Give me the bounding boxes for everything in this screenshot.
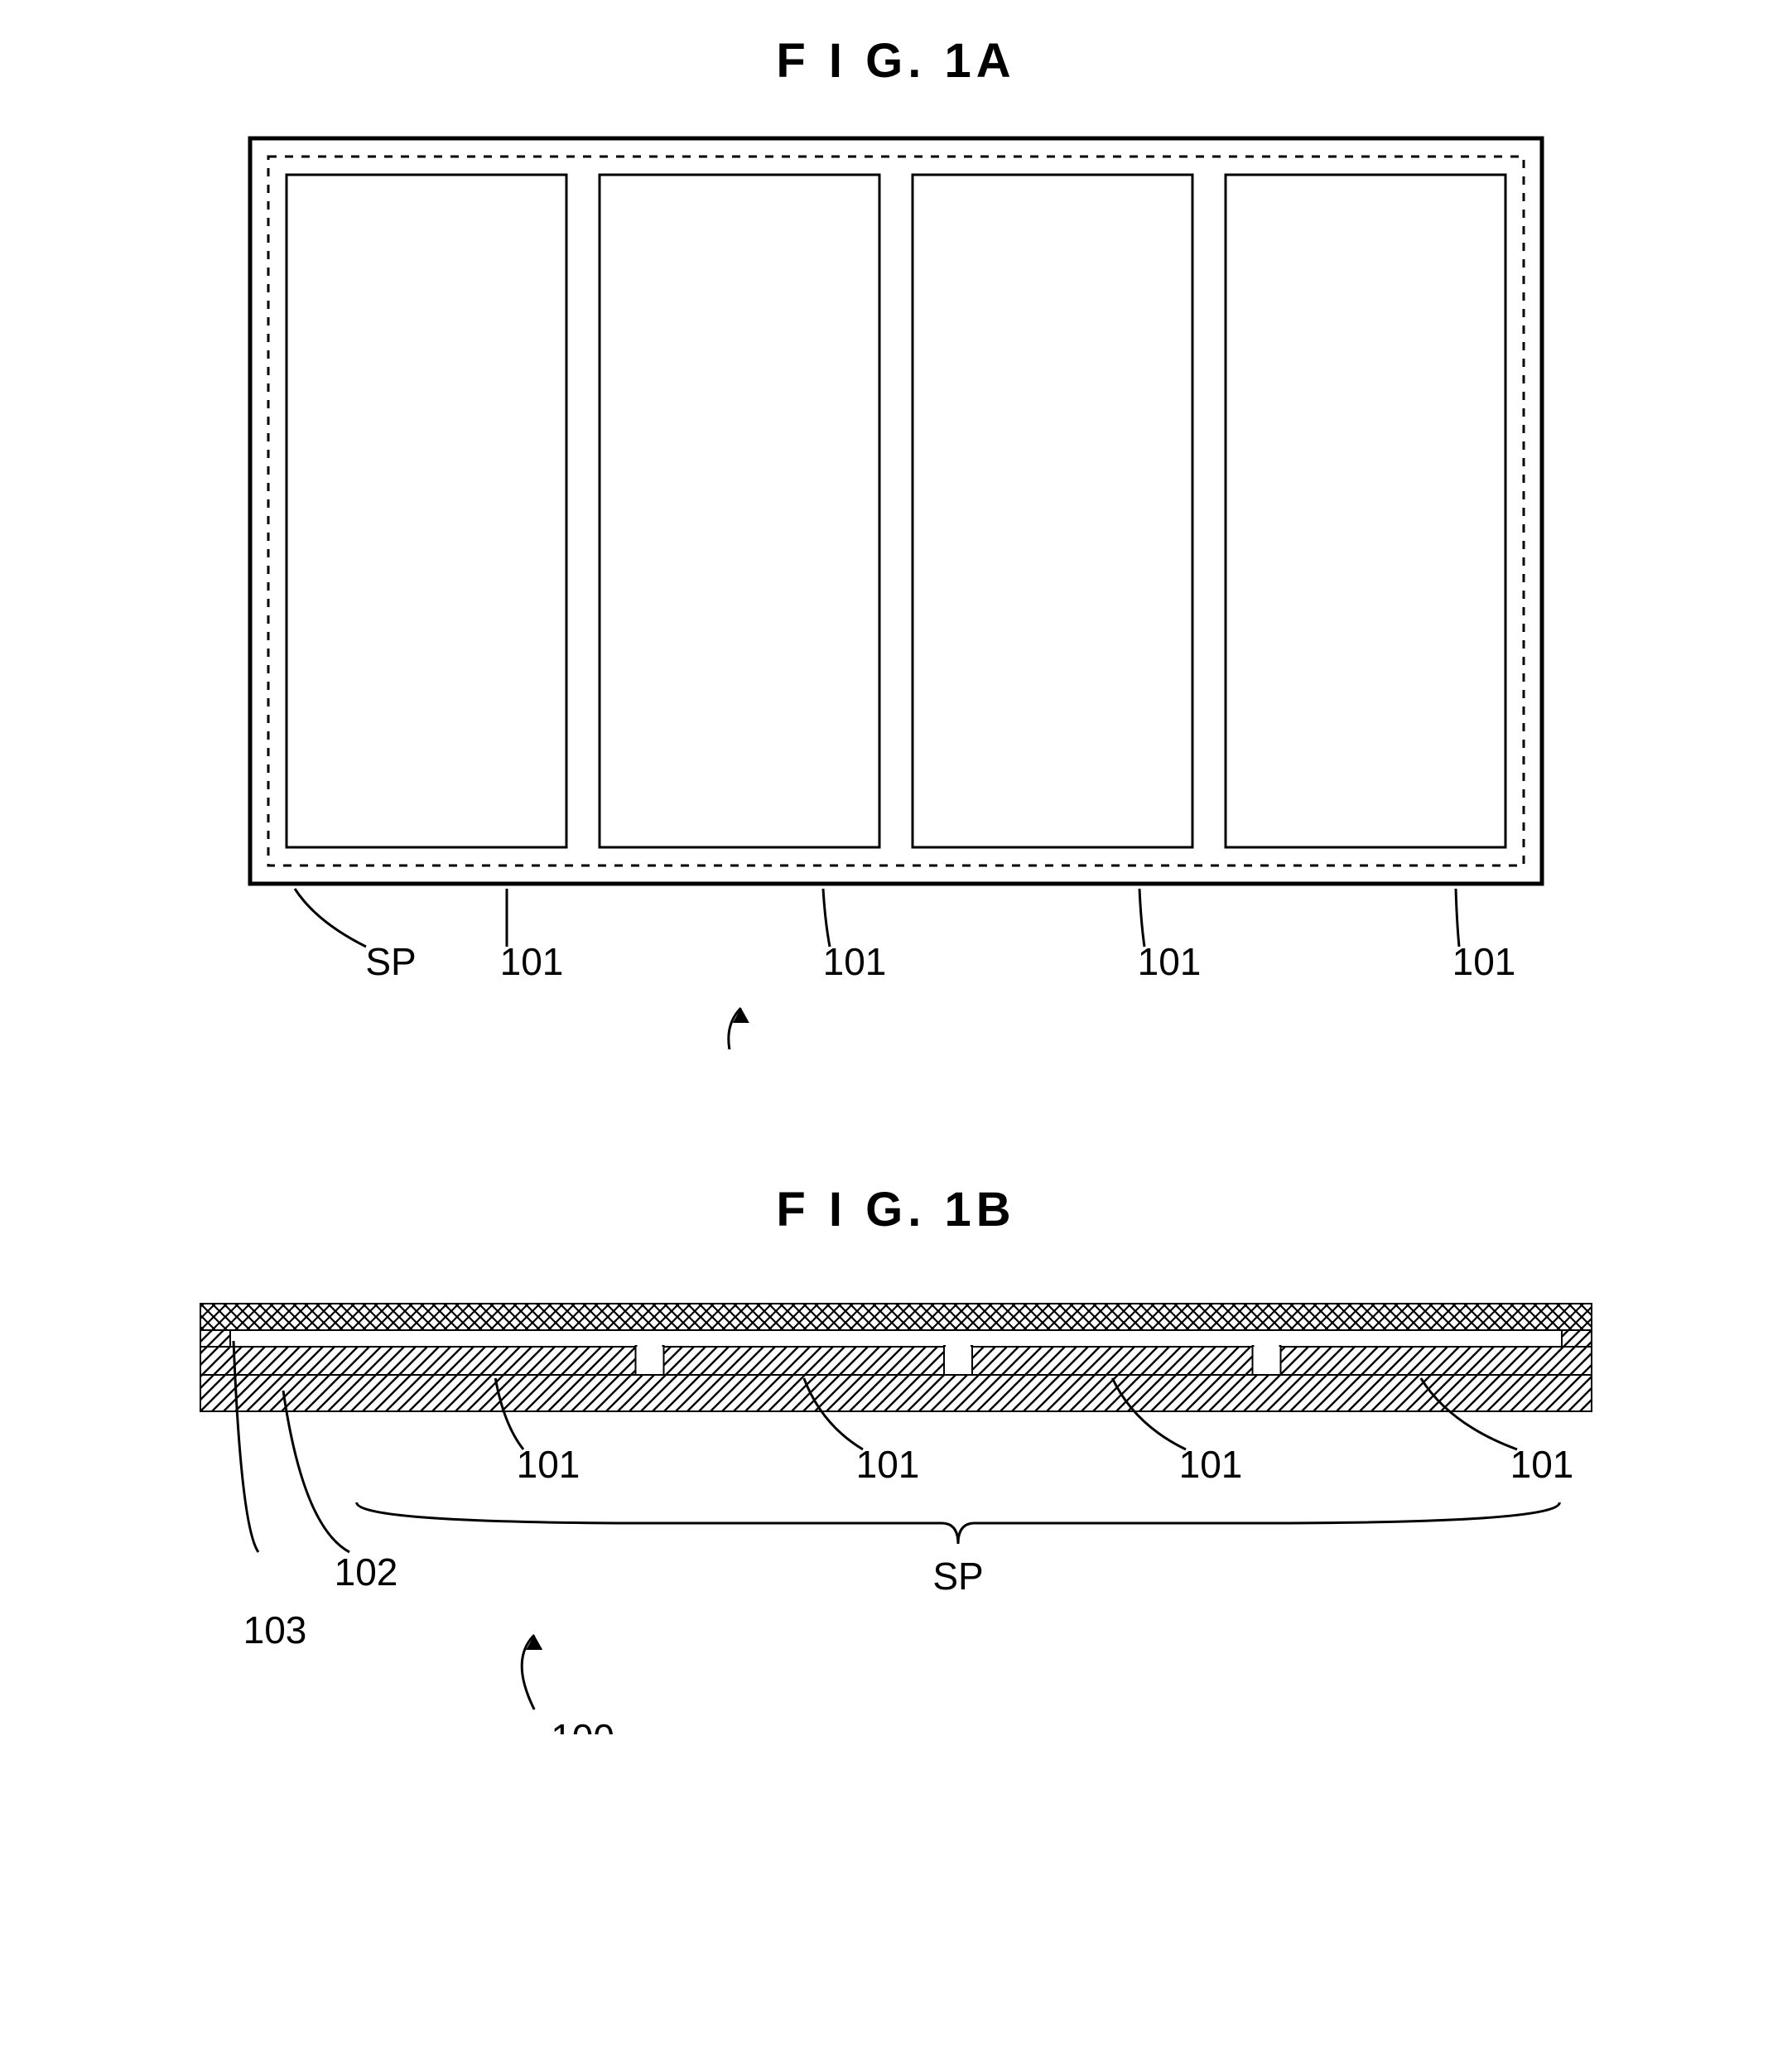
svg-text:101: 101 <box>1510 1443 1574 1486</box>
svg-text:101: 101 <box>500 940 564 983</box>
figure-a-title: F I G. 1A <box>33 33 1759 89</box>
label-sp-brace: SP <box>932 1555 983 1598</box>
label-102: 102 <box>335 1550 398 1594</box>
figure-b-diagram: 101 101 101 101 SP 102 103 100 <box>109 1271 1683 1734</box>
ref-100-b: 100 <box>551 1716 614 1734</box>
svg-text:101: 101 <box>1179 1443 1243 1486</box>
svg-text:101: 101 <box>1138 940 1202 983</box>
svg-text:101: 101 <box>517 1443 580 1486</box>
svg-text:SP: SP <box>365 940 416 983</box>
figure-a-diagram: SP101101101101100 <box>151 122 1641 1049</box>
svg-text:101: 101 <box>823 940 887 983</box>
label-103: 103 <box>243 1608 307 1652</box>
svg-text:101: 101 <box>856 1443 920 1486</box>
svg-text:101: 101 <box>1452 940 1516 983</box>
figure-b-title: F I G. 1B <box>33 1182 1759 1237</box>
